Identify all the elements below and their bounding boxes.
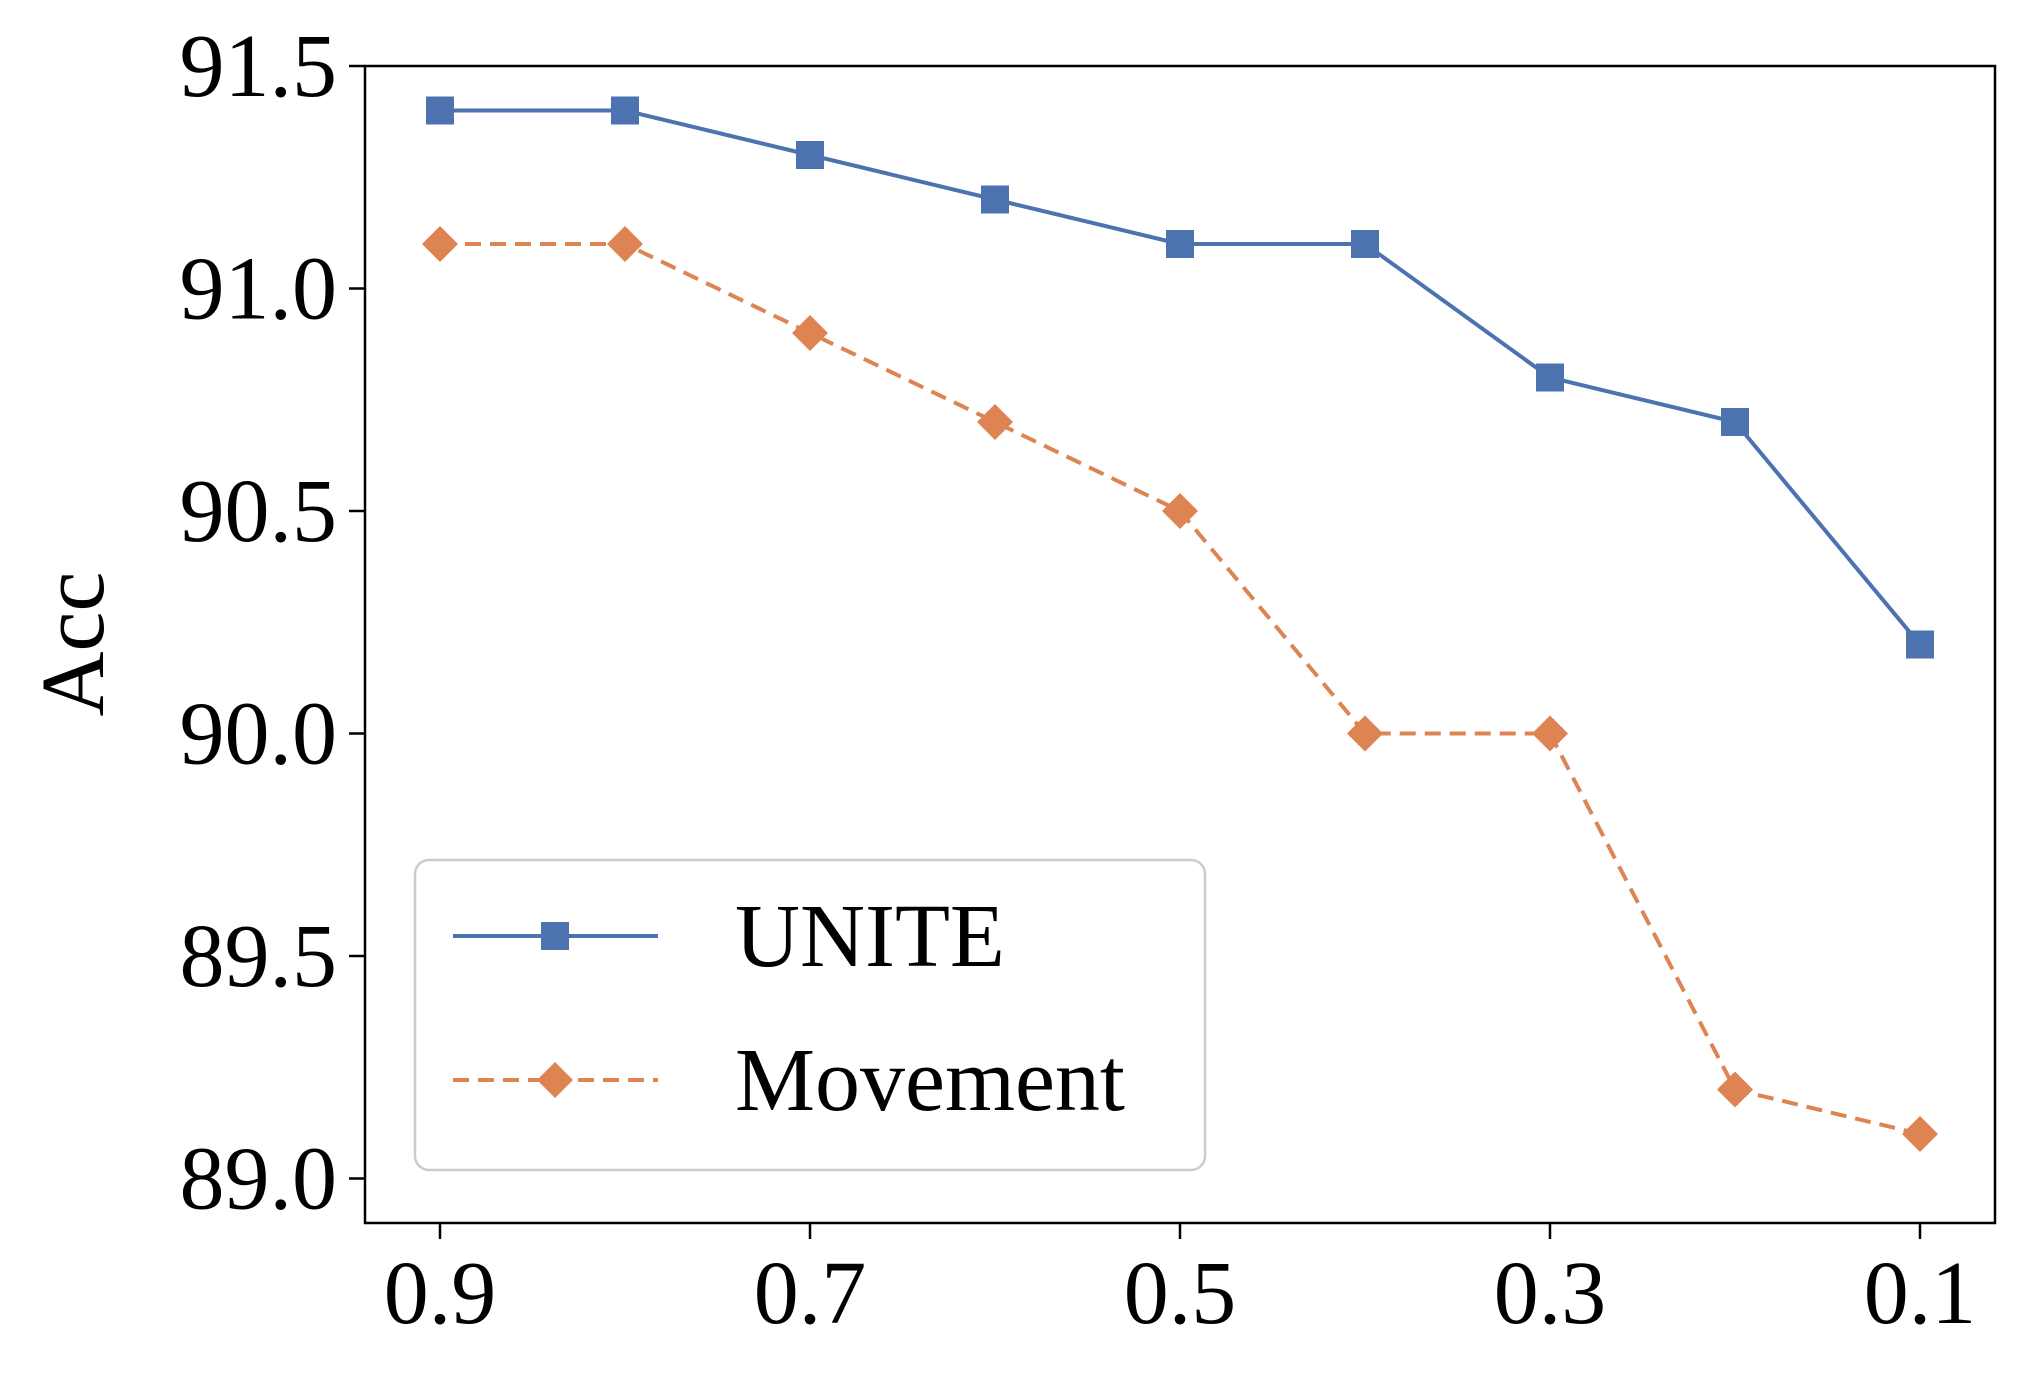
data-point-movement <box>1532 715 1568 752</box>
legend-label: Movement <box>735 1031 1125 1130</box>
data-point-movement <box>607 226 643 262</box>
data-point-unite <box>981 185 1009 214</box>
series-line-unite <box>440 108 1922 646</box>
legend: UNITE Movement <box>413 858 1207 1172</box>
axes-layer: 89.0 89.5 90.0 90.5 91.0 91.5 0.9 0.7 0.5 0.3 0.1 <box>180 17 1997 1343</box>
y-tick-label: 91.5 <box>180 17 338 116</box>
x-tick-label: 0.7 <box>754 1244 867 1343</box>
series-unite <box>426 96 1934 659</box>
data-point-movement <box>1717 1071 1753 1108</box>
legend-label: UNITE <box>735 887 1005 986</box>
y-tick-label: 90.0 <box>180 685 338 784</box>
series-layer <box>422 96 1938 1152</box>
x-tick-label: 0.5 <box>1124 1244 1237 1343</box>
data-point-unite <box>1721 408 1749 436</box>
data-point-movement <box>977 404 1013 440</box>
data-point-movement <box>1902 1116 1938 1152</box>
x-tick-label: 0.1 <box>1864 1244 1977 1343</box>
data-point-movement <box>422 226 458 262</box>
legend-swatch-marker <box>541 922 569 950</box>
y-tick-label: 89.5 <box>180 907 338 1006</box>
data-point-unite <box>426 96 454 125</box>
data-point-unite <box>1351 230 1379 258</box>
data-point-unite <box>611 96 639 125</box>
series-movement <box>422 226 1938 1152</box>
data-point-movement <box>792 315 828 351</box>
data-point-unite <box>1536 363 1564 392</box>
y-axis-title: Acc <box>24 572 123 717</box>
y-tick-label: 91.0 <box>180 240 338 339</box>
data-point-unite <box>1166 230 1194 258</box>
x-tick-label: 0.9 <box>384 1244 497 1343</box>
data-point-movement <box>1162 493 1198 529</box>
legend-item-unite: UNITE <box>453 887 1005 986</box>
x-tick-label: 0.3 <box>1494 1244 1607 1343</box>
data-point-unite <box>1906 630 1934 659</box>
y-tick-label: 90.5 <box>180 462 338 561</box>
legend-swatch-marker <box>537 1062 573 1098</box>
data-point-movement <box>1347 715 1383 752</box>
legend-item-movement: Movement <box>453 1031 1125 1130</box>
y-tick-label: 89.0 <box>180 1130 338 1229</box>
data-point-unite <box>796 141 824 169</box>
